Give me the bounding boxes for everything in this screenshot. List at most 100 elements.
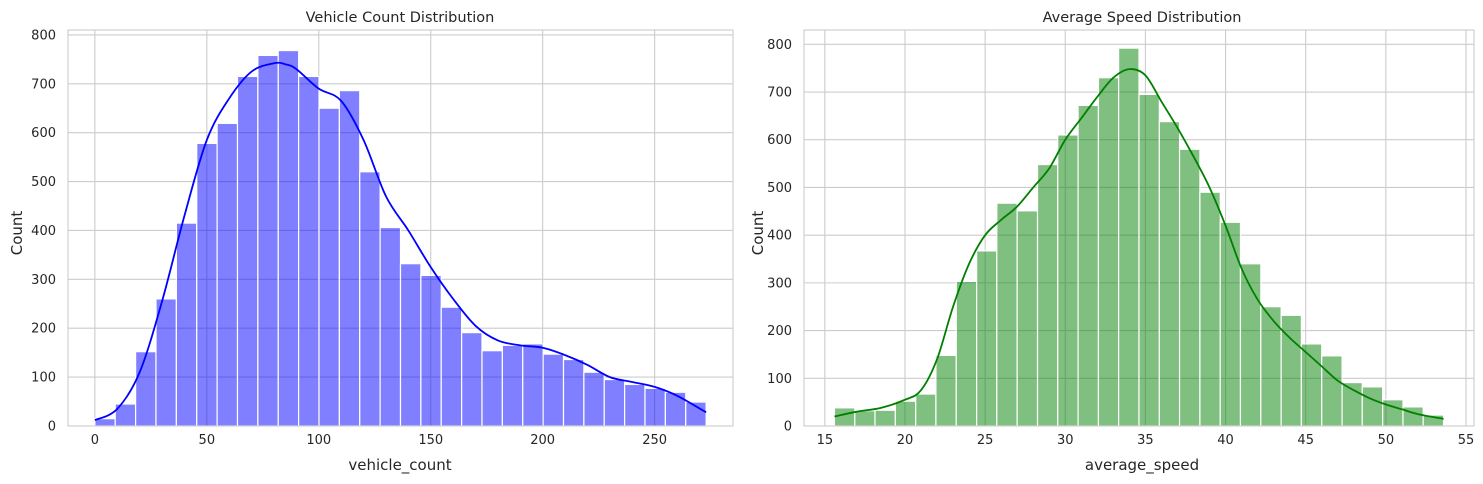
histogram-bar	[955, 280, 978, 427]
x-tick-label: 50	[1378, 433, 1395, 448]
y-tick-label: 600	[31, 126, 56, 141]
x-tick-label: 45	[1297, 433, 1314, 448]
histogram-bar	[1260, 306, 1282, 427]
y-axis-label: Count	[749, 211, 767, 256]
histogram-bar	[298, 75, 320, 427]
y-tick-label: 100	[767, 372, 792, 387]
histogram-bar	[1178, 148, 1201, 427]
y-tick-label: 800	[767, 38, 792, 53]
histogram-bar	[854, 410, 876, 427]
x-tick-label: 25	[977, 433, 994, 448]
chart-title: Vehicle Count Distribution	[306, 10, 495, 26]
histogram-bar	[1057, 134, 1079, 427]
histogram-bar	[1219, 221, 1242, 427]
y-tick-label: 500	[767, 181, 792, 196]
y-tick-label: 400	[31, 224, 56, 239]
histogram-bar	[976, 250, 998, 427]
y-axis-label: Count	[8, 211, 26, 256]
histogram-bar	[1199, 191, 1221, 427]
chart-title: Average Speed Distribution	[1043, 10, 1242, 26]
x-tick-label: 50	[199, 433, 216, 448]
y-tick-label: 400	[767, 229, 792, 244]
x-tick-label: 15	[817, 433, 834, 448]
y-tick-label: 600	[767, 133, 792, 148]
x-tick-label: 0	[91, 433, 99, 448]
histogram-bar	[1138, 93, 1160, 427]
histogram-bar	[894, 400, 917, 427]
y-tick-label: 300	[767, 276, 792, 291]
histogram-bar	[935, 354, 957, 427]
histogram-bar	[583, 371, 605, 427]
histogram-bar	[440, 306, 463, 427]
histogram-bar	[522, 343, 544, 427]
x-tick-label: 30	[1057, 433, 1074, 448]
histogram-bar	[318, 107, 340, 427]
x-tick-label: 40	[1217, 433, 1234, 448]
histogram-bar	[1077, 104, 1100, 427]
histogram-bar	[915, 393, 937, 427]
y-tick-label: 200	[767, 324, 792, 339]
histogram-bar	[664, 391, 687, 427]
y-tick-label: 300	[31, 273, 56, 288]
bars	[833, 47, 1445, 427]
histogram-bar	[196, 142, 218, 427]
kde	[834, 68, 1444, 420]
x-tick-label: 35	[1137, 433, 1154, 448]
kde-line	[834, 68, 1444, 420]
histogram-bar	[624, 383, 646, 427]
histogram-bar	[603, 378, 626, 427]
histogram-bar	[1118, 47, 1140, 427]
kde-line	[94, 61, 707, 421]
histogram-bar	[175, 222, 198, 427]
histogram-bar	[644, 387, 666, 427]
histogram-bar	[155, 298, 177, 427]
x-tick-label: 250	[642, 433, 667, 448]
histogram-bar	[420, 274, 442, 427]
bars	[94, 49, 707, 427]
y-tick-label: 200	[31, 322, 56, 337]
histogram-bar	[481, 350, 503, 427]
histogram-bar	[542, 353, 565, 427]
plot-frame	[67, 29, 734, 427]
histogram-bar	[874, 409, 896, 427]
kde	[94, 61, 707, 421]
histogram-bar	[1158, 121, 1181, 427]
y-tick-label: 100	[31, 371, 56, 386]
x-tick-label: 150	[418, 433, 443, 448]
x-tick-label: 55	[1458, 433, 1475, 448]
x-tick-label: 20	[897, 433, 914, 448]
histogram-bar	[359, 171, 381, 427]
plot-frame	[803, 29, 1475, 427]
histogram-bar	[501, 344, 524, 427]
x-tick-label: 200	[530, 433, 555, 448]
y-tick-label: 800	[31, 28, 56, 43]
x-tick-label: 100	[306, 433, 331, 448]
histogram-bar	[1361, 386, 1384, 427]
histogram-bar	[135, 351, 157, 427]
histogram-bar	[996, 202, 1018, 427]
y-tick-label: 0	[784, 420, 792, 435]
histogram-bar	[1097, 77, 1120, 427]
x-axis-label: average_speed	[1085, 456, 1199, 475]
histogram-bar	[833, 407, 856, 427]
y-tick-label: 700	[31, 77, 56, 92]
tick-labels: 0 50 100 150 200 250 0 100 200 300 400 500 600 700 800	[31, 28, 667, 448]
histogram-bar	[1321, 355, 1343, 427]
x-axis-label: vehicle_count	[348, 456, 451, 475]
histogram-bar	[338, 90, 361, 427]
histogram-bar	[236, 75, 259, 427]
histogram-bar	[1036, 163, 1059, 427]
histogram-bar	[461, 332, 483, 427]
histogram-bar	[379, 226, 402, 427]
histogram-bar	[216, 122, 239, 427]
tick-labels: 15 20 25 30 35 40 45 50 55 0 100 200 300 400 500 600 700…	[767, 38, 1474, 448]
histogram-bar	[562, 358, 585, 427]
histogram-bar	[399, 263, 422, 427]
histogram-bar	[277, 49, 300, 427]
average-speed-histogram: Average Speed Distribution average_speed…	[749, 10, 1475, 475]
y-tick-label: 500	[31, 175, 56, 190]
histogram-bar	[1016, 210, 1039, 427]
y-tick-label: 0	[48, 420, 56, 435]
y-tick-label: 700	[767, 86, 792, 101]
